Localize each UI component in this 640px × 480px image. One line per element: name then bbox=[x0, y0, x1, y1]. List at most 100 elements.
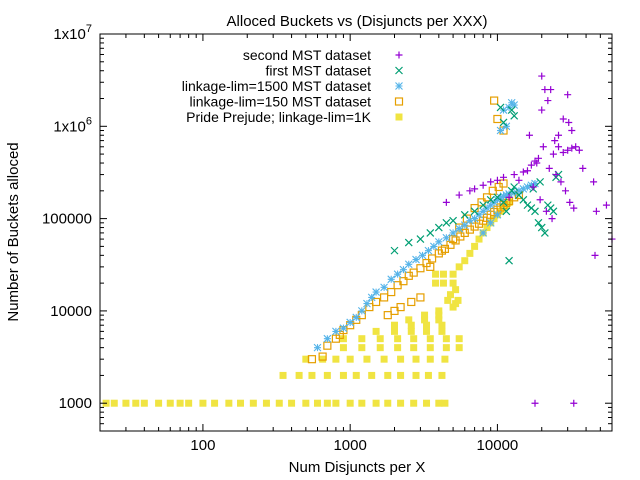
data-point bbox=[534, 218, 543, 227]
data-point bbox=[185, 399, 193, 407]
y-tick-label: 1x106 bbox=[53, 115, 92, 135]
data-point bbox=[432, 279, 440, 287]
data-point bbox=[313, 343, 322, 352]
data-point bbox=[496, 126, 505, 135]
data-point bbox=[407, 321, 415, 329]
data-point bbox=[332, 327, 340, 336]
data-point bbox=[434, 237, 443, 246]
data-point bbox=[579, 164, 587, 172]
data-point bbox=[542, 207, 550, 215]
data-point bbox=[470, 207, 479, 216]
data-point bbox=[363, 355, 371, 363]
data-point bbox=[559, 149, 567, 157]
data-point bbox=[531, 179, 539, 188]
data-point bbox=[358, 399, 366, 407]
data-point bbox=[307, 355, 317, 364]
data-point bbox=[455, 335, 463, 343]
data-point bbox=[384, 371, 392, 379]
data-point bbox=[432, 270, 440, 278]
legend-label: first MST dataset bbox=[265, 63, 371, 79]
y-tick-label: 10000 bbox=[50, 303, 92, 320]
data-point bbox=[602, 201, 610, 209]
data-point bbox=[410, 335, 418, 343]
data-point bbox=[426, 228, 435, 237]
data-point bbox=[352, 371, 360, 379]
data-point bbox=[470, 222, 479, 231]
data-point bbox=[397, 355, 405, 363]
data-point bbox=[537, 223, 546, 232]
data-point bbox=[552, 171, 560, 179]
data-point bbox=[523, 201, 532, 210]
data-point bbox=[407, 297, 416, 307]
data-point bbox=[502, 191, 511, 199]
data-point bbox=[562, 187, 570, 195]
data-point bbox=[132, 399, 140, 407]
data-point bbox=[538, 106, 546, 114]
data-point bbox=[519, 184, 528, 193]
data-point bbox=[525, 131, 533, 139]
data-point bbox=[479, 229, 488, 237]
data-point bbox=[460, 210, 469, 219]
data-point bbox=[449, 229, 457, 237]
data-point bbox=[372, 288, 380, 296]
data-point bbox=[390, 327, 398, 335]
data-point bbox=[442, 218, 451, 227]
data-point bbox=[323, 334, 332, 343]
data-point bbox=[166, 399, 174, 407]
data-point bbox=[515, 186, 523, 195]
data-point bbox=[302, 355, 310, 363]
data-point bbox=[461, 257, 469, 265]
data-point bbox=[437, 246, 447, 255]
data-point bbox=[346, 318, 355, 327]
data-point bbox=[449, 279, 457, 287]
data-point bbox=[536, 177, 545, 186]
data-point bbox=[471, 242, 479, 250]
data-point bbox=[357, 307, 366, 315]
data-point bbox=[505, 193, 513, 201]
data-point bbox=[487, 178, 495, 186]
data-point bbox=[502, 207, 511, 216]
data-point bbox=[371, 297, 381, 307]
series-3 bbox=[313, 98, 539, 352]
data-point bbox=[176, 399, 184, 407]
data-point bbox=[592, 207, 600, 215]
data-point bbox=[435, 311, 443, 319]
data-point bbox=[376, 344, 384, 352]
data-point bbox=[452, 286, 460, 294]
legend-square-marker bbox=[394, 97, 404, 106]
y-axis-label: Number of Buckets alloced bbox=[5, 142, 22, 321]
data-point bbox=[435, 399, 443, 407]
data-point bbox=[486, 195, 495, 204]
data-point bbox=[555, 143, 563, 151]
data-point bbox=[352, 313, 361, 322]
data-point bbox=[455, 191, 463, 199]
data-point bbox=[318, 352, 327, 361]
data-point bbox=[559, 115, 567, 123]
data-point bbox=[527, 161, 535, 169]
data-point bbox=[405, 316, 413, 324]
data-point bbox=[323, 371, 331, 379]
data-point bbox=[544, 97, 552, 105]
legend-label: linkage-lim=1500 MST dataset bbox=[182, 78, 371, 94]
data-point bbox=[427, 254, 437, 263]
data-point bbox=[570, 204, 578, 212]
data-point bbox=[549, 207, 558, 216]
data-point bbox=[442, 335, 450, 343]
data-point bbox=[441, 355, 449, 363]
data-point bbox=[490, 96, 499, 105]
data-point bbox=[446, 291, 454, 299]
data-point bbox=[423, 321, 431, 329]
data-point bbox=[332, 399, 340, 407]
data-point bbox=[275, 399, 283, 407]
data-point bbox=[412, 255, 420, 264]
data-point bbox=[510, 101, 519, 109]
data-point bbox=[466, 249, 474, 257]
data-point bbox=[416, 264, 425, 273]
data-point bbox=[438, 327, 446, 335]
data-point bbox=[426, 335, 434, 343]
data-point bbox=[568, 127, 576, 135]
data-point bbox=[434, 223, 443, 232]
data-point bbox=[410, 344, 418, 352]
data-point bbox=[519, 168, 527, 176]
data-point bbox=[534, 154, 542, 162]
